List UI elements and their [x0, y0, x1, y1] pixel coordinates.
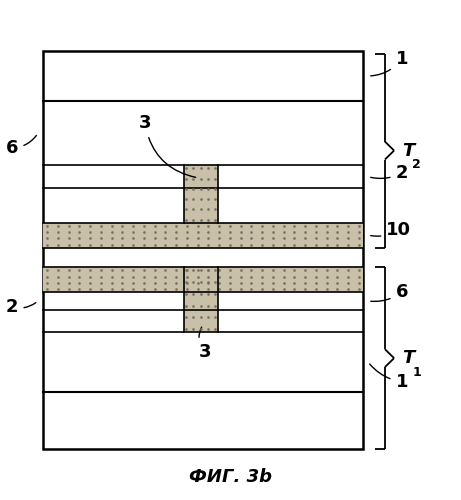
Text: 2: 2: [371, 164, 408, 182]
Bar: [183, 166, 218, 222]
Text: 6: 6: [6, 136, 36, 157]
Text: ФИГ. 3b: ФИГ. 3b: [189, 468, 272, 486]
Text: 3: 3: [198, 327, 211, 361]
Text: 1: 1: [370, 364, 408, 390]
Text: 1: 1: [413, 366, 421, 378]
Bar: [42, 51, 363, 449]
Text: T: T: [402, 349, 414, 367]
Text: 6: 6: [371, 283, 408, 302]
Text: 2: 2: [6, 298, 36, 316]
Text: 1: 1: [371, 50, 408, 76]
Text: 2: 2: [413, 158, 421, 171]
Text: 10: 10: [371, 221, 411, 239]
Bar: [42, 268, 363, 292]
Text: T: T: [402, 142, 414, 160]
Text: 3: 3: [139, 114, 196, 178]
Bar: [42, 222, 363, 248]
Bar: [183, 268, 218, 332]
